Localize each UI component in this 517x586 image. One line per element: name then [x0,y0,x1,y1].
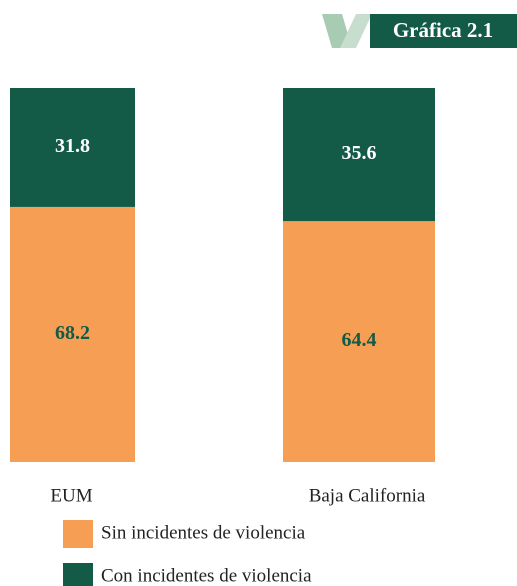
badge-decoration [340,14,372,48]
bar-segment [10,88,135,207]
chart-title: Gráfica 2.1 [393,18,493,42]
data-label: 31.8 [55,135,90,157]
bar-segment [10,206,135,462]
badge-box [370,14,517,48]
x-tick-label: Baja California [309,485,426,506]
title-badge: Gráfica 2.1 [322,14,517,48]
bar-segment [283,88,435,222]
legend-swatch [63,520,93,548]
data-label: 35.6 [342,142,377,164]
legend-label: Sin incidentes de violencia [101,522,306,543]
x-tick-label: EUM [50,485,92,506]
bar-segment [283,221,435,462]
legend-label: Con incidentes de violencia [101,565,312,586]
legend-swatch [63,563,93,586]
data-label: 64.4 [342,329,377,351]
data-label: 68.2 [55,322,90,344]
